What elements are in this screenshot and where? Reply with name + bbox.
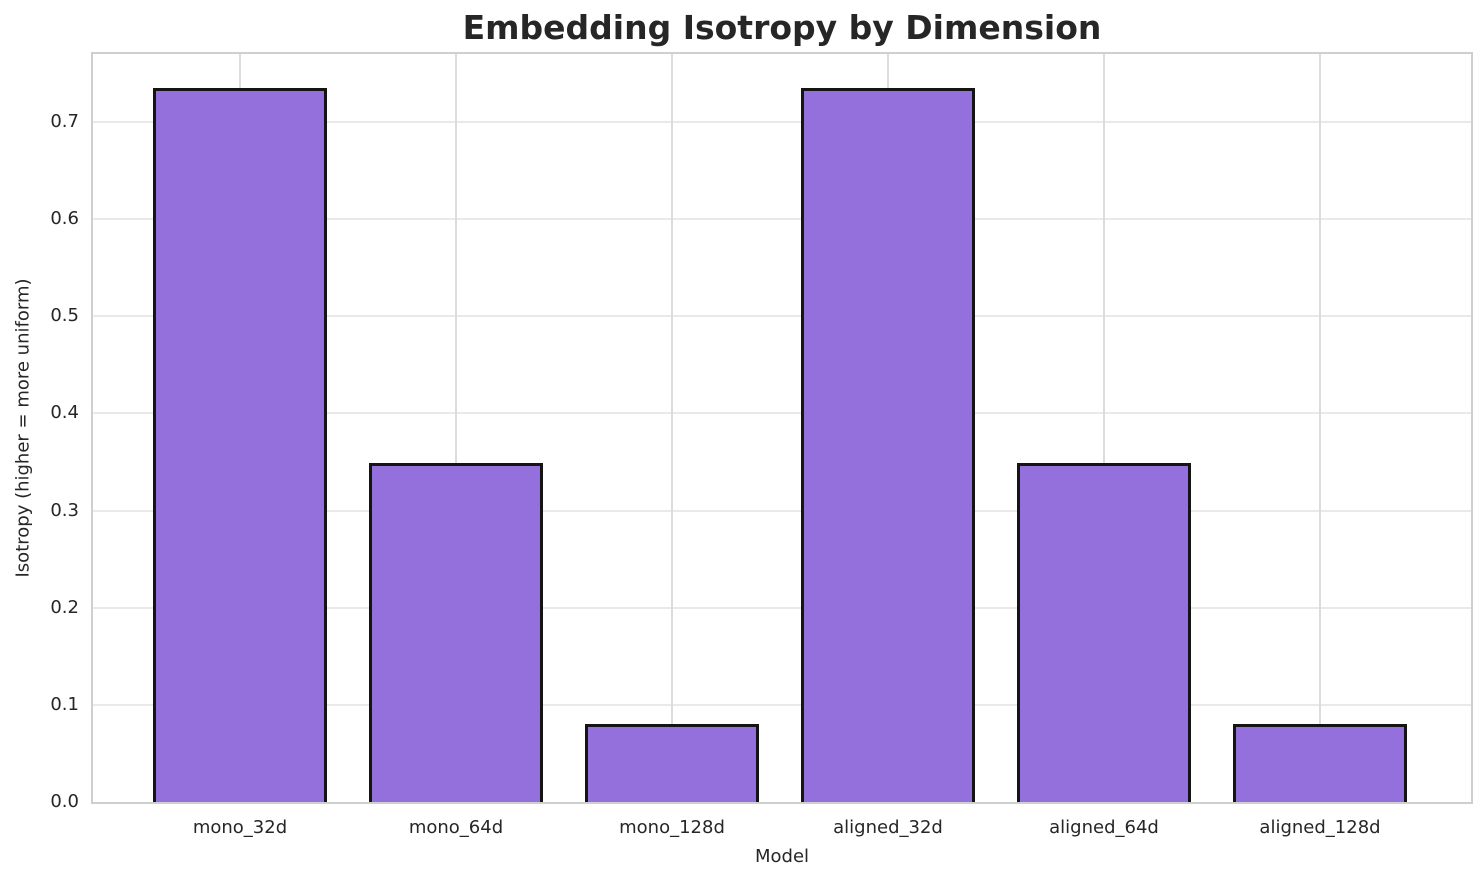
y-tick-label: 0.2 [50,596,79,618]
bar-aligned_32d [801,88,975,802]
horizontal-gridline [93,703,1471,706]
y-tick-label: 0.3 [50,499,79,521]
horizontal-gridline [93,218,1471,221]
x-tick-label-aligned_64d: aligned_64d [1049,817,1159,838]
horizontal-gridline [93,509,1471,512]
x-tick-label-aligned_128d: aligned_128d [1259,817,1381,838]
bar-aligned_128d [1233,724,1407,802]
y-tick-label: 0.0 [50,791,79,812]
bar-mono_64d [369,463,543,802]
x-tick-label-mono_128d: mono_128d [619,817,725,838]
bar-aligned_64d [1017,463,1191,802]
horizontal-gridline [93,315,1471,318]
x-axis-label: Model [754,846,810,867]
x-tick-label-mono_64d: mono_64d [408,817,504,838]
horizontal-gridline [93,606,1471,609]
bar-mono_32d [153,88,327,802]
plot-area [91,52,1473,804]
chart-title: Embedding Isotropy by Dimension [462,8,1102,47]
y-tick-label: 0.5 [50,305,79,327]
y-tick-label: 0.6 [50,208,79,230]
x-tick-label-aligned_32d: aligned_32d [833,817,943,838]
vertical-gridline [671,54,673,802]
vertical-gridline [1103,54,1105,802]
y-tick-label: 0.1 [50,693,79,715]
y-tick-label: 0.7 [50,111,79,132]
vertical-gridline [455,54,457,802]
bar-mono_128d [585,724,759,802]
x-tick-label-mono_32d: mono_32d [192,817,288,838]
vertical-gridline [1319,54,1321,802]
y-tick-label: 0.4 [50,402,79,424]
horizontal-gridline [93,412,1471,415]
horizontal-gridline [93,121,1471,123]
